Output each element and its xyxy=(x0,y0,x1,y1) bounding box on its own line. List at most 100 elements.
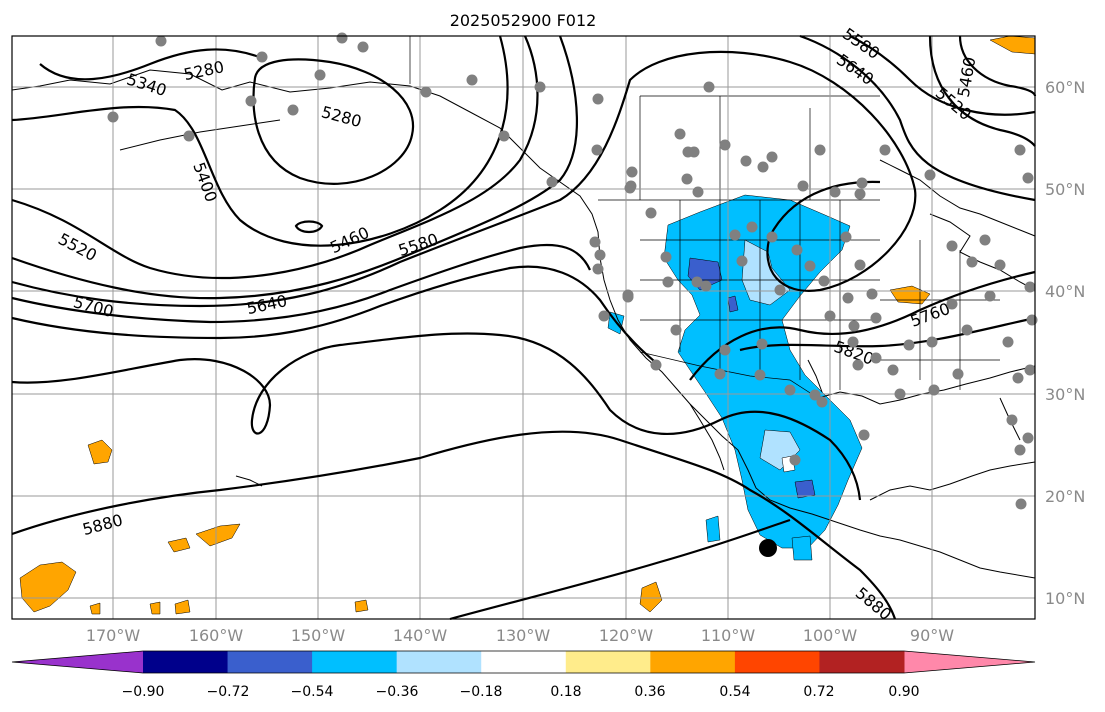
station-dot xyxy=(624,182,636,194)
station-dot xyxy=(314,69,326,81)
lon-label: 120°W xyxy=(599,626,654,645)
station-dot xyxy=(946,240,958,252)
station-dot xyxy=(591,144,603,156)
station-dot xyxy=(719,344,731,356)
station-dot xyxy=(789,454,801,466)
station-dot xyxy=(858,429,870,441)
station-dot xyxy=(797,180,809,192)
station-dot xyxy=(870,352,882,364)
station-dot xyxy=(774,284,786,296)
station-markers xyxy=(107,32,1038,510)
colorbar-tick-label: 0.36 xyxy=(634,684,665,700)
station-dot xyxy=(809,389,821,401)
station-dot xyxy=(791,244,803,256)
station-dot xyxy=(592,263,604,275)
coastlines xyxy=(11,69,1036,579)
lon-label: 140°W xyxy=(393,626,448,645)
station-dot xyxy=(1026,314,1038,326)
storm-center-marker xyxy=(759,539,777,557)
station-dot xyxy=(546,176,558,188)
station-dot xyxy=(854,188,866,200)
station-dot xyxy=(1022,432,1034,444)
longitude-labels: 170°W 160°W 150°W 140°W 130°W 120°W 110°… xyxy=(86,626,954,645)
colorbar-segment xyxy=(312,651,398,673)
lon-label: 130°W xyxy=(496,626,551,645)
lon-label: 170°W xyxy=(86,626,141,645)
colorbar-segment xyxy=(819,651,905,673)
station-dot xyxy=(740,155,752,167)
station-dot xyxy=(1012,372,1024,384)
height-contours xyxy=(11,34,1037,621)
lon-label: 160°W xyxy=(189,626,244,645)
station-dot xyxy=(766,151,778,163)
station-dot xyxy=(757,161,769,173)
colorbar-tick-label: 0.18 xyxy=(550,684,581,700)
station-dot xyxy=(847,336,859,348)
station-dot xyxy=(660,251,672,263)
station-dot xyxy=(848,320,860,332)
station-dot xyxy=(691,276,703,288)
colorbar-segment xyxy=(227,651,313,673)
lat-label: 50°N xyxy=(1045,180,1085,199)
station-dot xyxy=(766,231,778,243)
lat-label: 10°N xyxy=(1045,589,1085,608)
station-dot xyxy=(287,104,299,116)
station-dot xyxy=(840,231,852,243)
station-dot xyxy=(887,364,899,376)
station-dot xyxy=(700,280,712,292)
station-dot xyxy=(952,368,964,380)
station-dot xyxy=(645,207,657,219)
station-dot xyxy=(966,256,978,268)
station-dot xyxy=(979,234,991,246)
station-dot xyxy=(816,396,828,408)
lon-label: 150°W xyxy=(291,626,346,645)
station-dot xyxy=(1022,172,1034,184)
station-dot xyxy=(466,74,478,86)
station-dot xyxy=(692,186,704,198)
station-dot xyxy=(924,169,936,181)
colorbar-extend-high xyxy=(904,651,1035,673)
station-dot xyxy=(256,51,268,63)
latitude-labels: 60°N 50°N 40°N 30°N 20°N 10°N xyxy=(1045,78,1085,608)
colorbar-segment xyxy=(650,651,736,673)
lat-label: 20°N xyxy=(1045,487,1085,506)
station-dot xyxy=(245,95,257,107)
colorbar-tick-label: −0.18 xyxy=(460,684,503,700)
colorbar-tick-label: 0.90 xyxy=(888,684,919,700)
lat-label: 40°N xyxy=(1045,282,1085,301)
station-dot xyxy=(688,146,700,158)
station-dot xyxy=(928,384,940,396)
station-dot xyxy=(183,130,195,142)
station-dot xyxy=(946,298,958,310)
station-dot xyxy=(662,276,674,288)
colorbar: −0.90 −0.72 −0.54 −0.36 −0.18 0.18 0.36 … xyxy=(11,650,1036,700)
station-dot xyxy=(729,229,741,241)
colorbar-ticks: −0.90 −0.72 −0.54 −0.36 −0.18 0.18 0.36 … xyxy=(122,684,920,700)
station-dot xyxy=(336,32,348,44)
station-dot xyxy=(754,369,766,381)
colorbar-segment xyxy=(734,651,820,673)
station-dot xyxy=(866,288,878,300)
station-dot xyxy=(1014,444,1026,456)
station-dot xyxy=(829,186,841,198)
station-dot xyxy=(1024,364,1036,376)
station-dot xyxy=(670,324,682,336)
station-dot xyxy=(1006,414,1018,426)
station-dot xyxy=(357,41,369,53)
station-dot xyxy=(650,359,662,371)
station-dot xyxy=(681,173,693,185)
colorbar-segment xyxy=(565,651,651,673)
station-dot xyxy=(1014,144,1026,156)
station-dot xyxy=(994,259,1006,271)
station-dot xyxy=(804,260,816,272)
station-dot xyxy=(854,259,866,271)
station-dot xyxy=(926,336,938,348)
figure-title: 2025052900 F012 xyxy=(450,11,597,30)
station-dot xyxy=(824,310,836,322)
colorbar-tick-label: −0.54 xyxy=(291,684,334,700)
station-dot xyxy=(534,81,546,93)
lon-label: 110°W xyxy=(701,626,756,645)
lat-label: 30°N xyxy=(1045,385,1085,404)
colorbar-extend-low xyxy=(12,651,143,673)
